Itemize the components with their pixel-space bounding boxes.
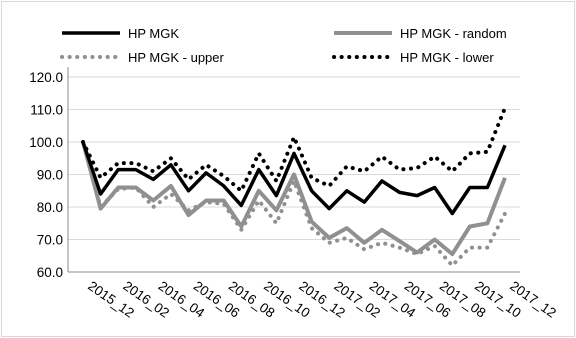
series-line-2 — [81, 140, 507, 268]
y-tick-label: 100.0 — [29, 135, 63, 150]
y-tick-label: 80.0 — [37, 200, 63, 215]
series-line-1 — [81, 141, 507, 257]
y-tick-label: 110.0 — [30, 103, 63, 118]
legend-label: HP MGK - lower — [400, 50, 494, 65]
legend: HP MGK HP MGK - random HP MGK - upper HP MG… — [60, 26, 507, 65]
y-tick-label: 90.0 — [37, 168, 63, 183]
legend-label: HP MGK - upper — [128, 50, 225, 65]
y-tick-label: 120.0 — [29, 70, 63, 85]
legend-label: HP MGK - random — [400, 26, 507, 41]
series-line-0 — [81, 141, 507, 216]
legend-label: HP MGK — [128, 26, 179, 41]
series-line-3 — [81, 105, 507, 193]
series-lines — [81, 105, 507, 268]
axes — [67, 67, 520, 273]
y-tick-label: 60.0 — [37, 265, 63, 280]
y-axis-ticks: 60.0 70.0 80.0 90.0 100.0 110.0 120.0 — [29, 70, 63, 280]
y-tick-label: 70.0 — [37, 233, 63, 248]
